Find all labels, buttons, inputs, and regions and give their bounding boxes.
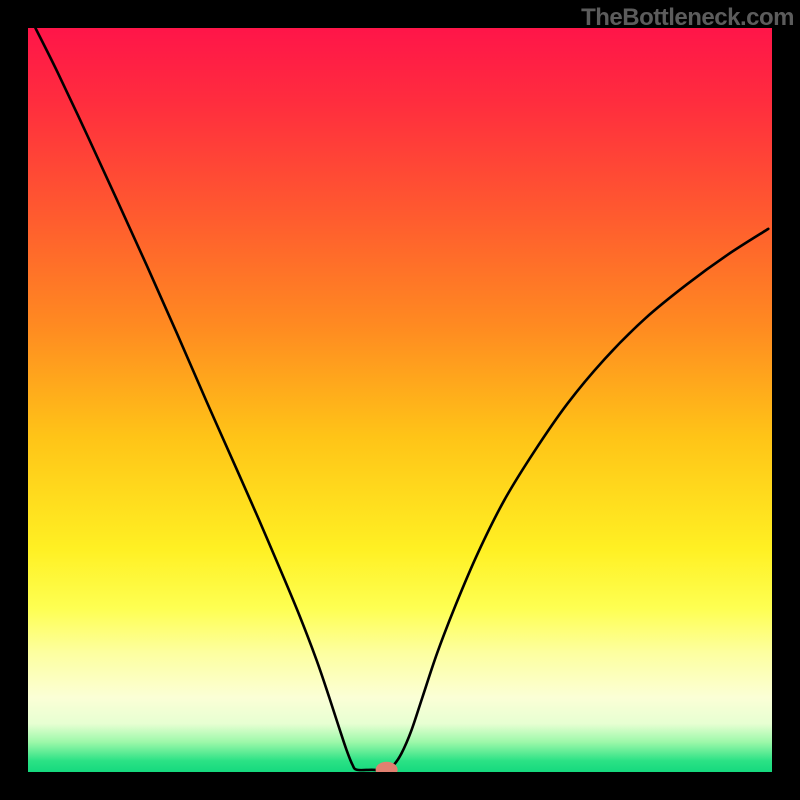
- watermark-text: TheBottleneck.com: [581, 4, 794, 32]
- bottleneck-curve-chart: [28, 28, 772, 772]
- chart-frame: TheBottleneck.com: [0, 0, 800, 800]
- gradient-background: [28, 28, 772, 772]
